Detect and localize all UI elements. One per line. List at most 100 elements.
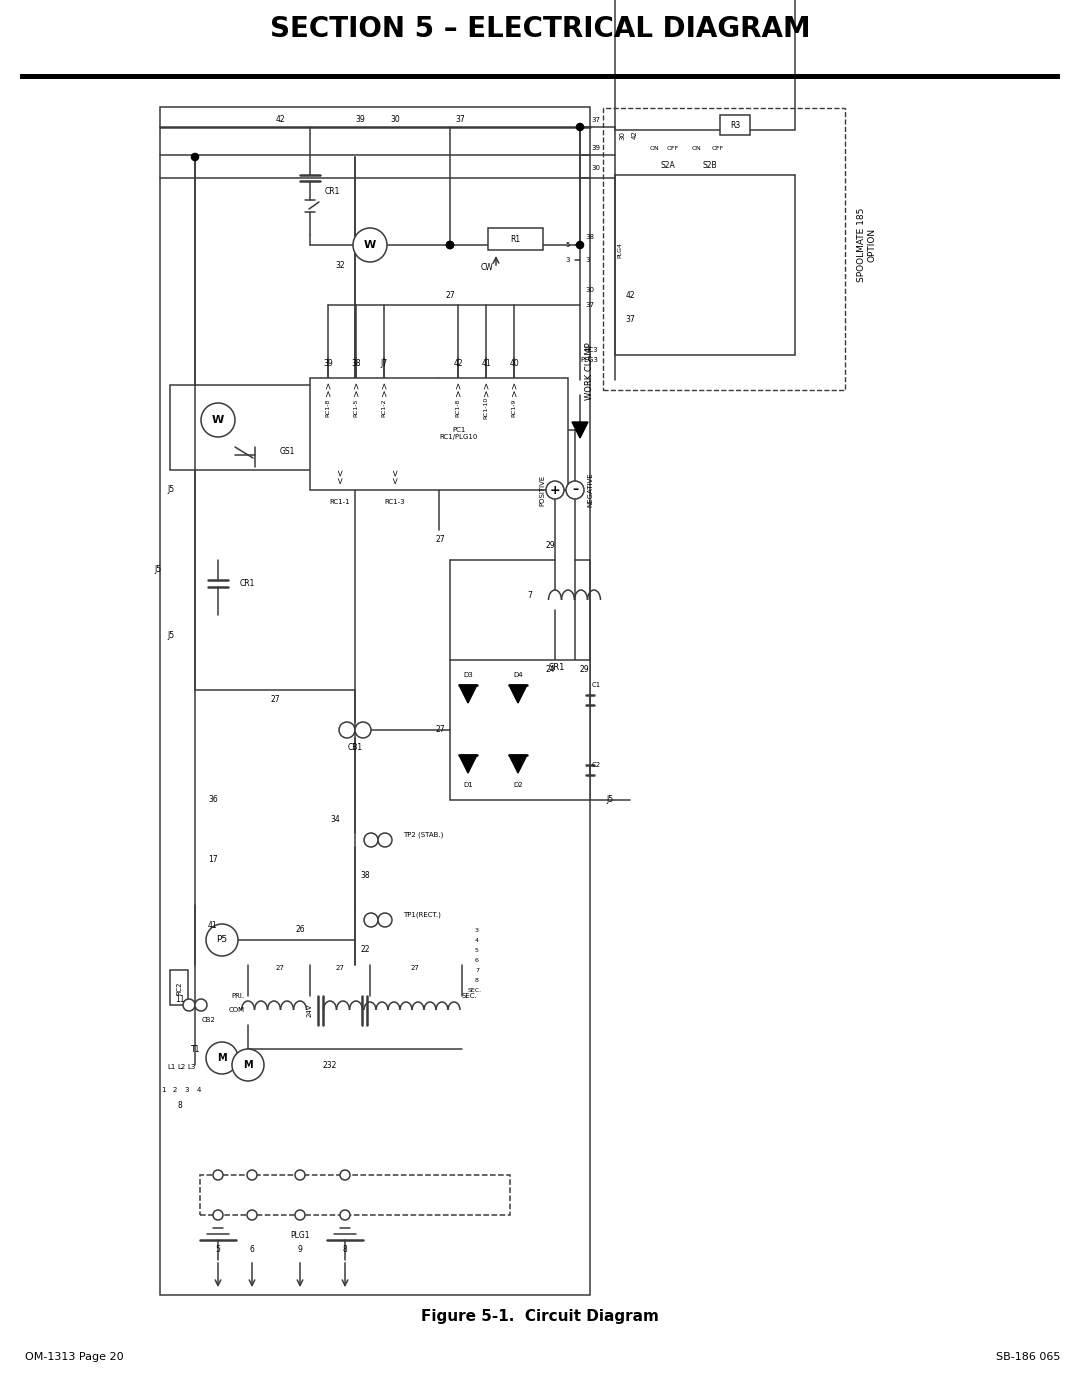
Text: RC1-1: RC1-1 (329, 499, 350, 504)
Text: 41: 41 (482, 359, 490, 369)
Bar (450, 659, 590, 800)
Text: 30: 30 (592, 165, 600, 170)
Text: 32: 32 (335, 260, 345, 270)
Text: 37: 37 (592, 117, 600, 123)
Polygon shape (572, 422, 588, 439)
Text: 3: 3 (185, 1087, 189, 1092)
Text: ON: ON (649, 145, 659, 151)
Text: 38: 38 (361, 870, 370, 880)
Circle shape (206, 923, 238, 956)
Text: C1: C1 (592, 682, 602, 687)
Text: D3: D3 (463, 672, 473, 678)
Text: J5: J5 (167, 630, 175, 640)
Text: 3: 3 (475, 928, 480, 933)
Bar (0, 0, 1080, 77)
Text: >>: >> (324, 380, 333, 395)
Text: >>: >> (454, 380, 462, 395)
Text: 8: 8 (475, 978, 478, 982)
Text: RC1-10: RC1-10 (484, 397, 488, 419)
Text: –: – (572, 483, 578, 496)
Text: 37: 37 (625, 316, 635, 324)
Text: 7: 7 (475, 968, 480, 972)
Text: 27: 27 (336, 965, 345, 971)
Text: 34: 34 (330, 816, 340, 824)
Text: GS1: GS1 (280, 447, 295, 457)
Text: 30: 30 (390, 116, 400, 124)
Text: PRI.: PRI. (232, 993, 245, 999)
Circle shape (446, 242, 454, 249)
Text: 3: 3 (585, 257, 590, 263)
Text: <<: << (391, 468, 400, 482)
Text: <<: << (336, 468, 345, 482)
Text: 8: 8 (342, 1246, 348, 1255)
Bar (488, 228, 543, 250)
Text: 36: 36 (208, 795, 218, 805)
Text: W: W (364, 240, 376, 250)
Bar (200, 1175, 510, 1215)
Text: 39: 39 (323, 359, 333, 369)
Text: 42: 42 (625, 291, 635, 299)
Text: CB2: CB2 (202, 1017, 216, 1023)
Circle shape (340, 1210, 350, 1220)
Bar (170, 970, 188, 1004)
Polygon shape (509, 685, 527, 703)
Text: 37: 37 (585, 302, 594, 307)
Text: 5: 5 (475, 947, 478, 953)
Text: 40: 40 (509, 359, 518, 369)
Text: 3: 3 (566, 257, 570, 263)
Text: ON: ON (692, 145, 702, 151)
Text: P5: P5 (216, 936, 228, 944)
Text: SR1: SR1 (549, 664, 565, 672)
Text: J7: J7 (380, 359, 388, 369)
Bar (170, 386, 355, 469)
Text: RC3: RC3 (584, 346, 598, 353)
Text: 8: 8 (177, 1101, 183, 1109)
Text: 27: 27 (445, 291, 455, 299)
Circle shape (355, 722, 372, 738)
Text: C2: C2 (592, 761, 602, 768)
Text: RC1-8: RC1-8 (456, 398, 460, 418)
Text: RC1-5: RC1-5 (353, 398, 359, 418)
Circle shape (378, 833, 392, 847)
Circle shape (295, 1210, 305, 1220)
Text: 6: 6 (475, 957, 478, 963)
Text: 27: 27 (435, 725, 445, 735)
Text: S2A: S2A (661, 161, 675, 169)
Text: J5: J5 (167, 486, 175, 495)
Circle shape (247, 1210, 257, 1220)
Text: CW: CW (481, 264, 494, 272)
Circle shape (378, 914, 392, 928)
Text: SECTION 5 – ELECTRICAL DIAGRAM: SECTION 5 – ELECTRICAL DIAGRAM (270, 15, 810, 43)
Text: 1: 1 (161, 1087, 165, 1092)
Text: L1: L1 (167, 1065, 176, 1070)
Polygon shape (459, 754, 477, 773)
Text: CB1: CB1 (348, 743, 363, 753)
Text: 7: 7 (527, 591, 532, 599)
Text: PLG1: PLG1 (291, 1231, 310, 1239)
Text: L3: L3 (188, 1065, 197, 1070)
Circle shape (340, 1171, 350, 1180)
Circle shape (213, 1210, 222, 1220)
Text: 17: 17 (208, 855, 218, 865)
Text: OM-1313 Page 20: OM-1313 Page 20 (25, 1352, 123, 1362)
Text: 29: 29 (545, 541, 555, 549)
Text: 42: 42 (275, 116, 285, 124)
Text: PLG4: PLG4 (618, 242, 622, 258)
Text: 11: 11 (175, 996, 185, 1004)
Circle shape (295, 1171, 305, 1180)
Circle shape (247, 1171, 257, 1180)
Text: SEC.: SEC. (468, 988, 482, 992)
Polygon shape (509, 754, 527, 773)
Text: W: W (212, 415, 225, 425)
Text: 22: 22 (361, 946, 370, 954)
Text: 5: 5 (216, 1246, 220, 1255)
Text: 30: 30 (585, 286, 594, 293)
Circle shape (566, 481, 584, 499)
Text: >>: >> (510, 380, 518, 395)
Text: 38: 38 (351, 359, 361, 369)
Text: 26: 26 (295, 925, 305, 935)
Text: 6: 6 (249, 1246, 255, 1255)
Text: RC1-2: RC1-2 (381, 398, 387, 418)
Circle shape (201, 402, 235, 437)
Text: 39: 39 (355, 116, 365, 124)
